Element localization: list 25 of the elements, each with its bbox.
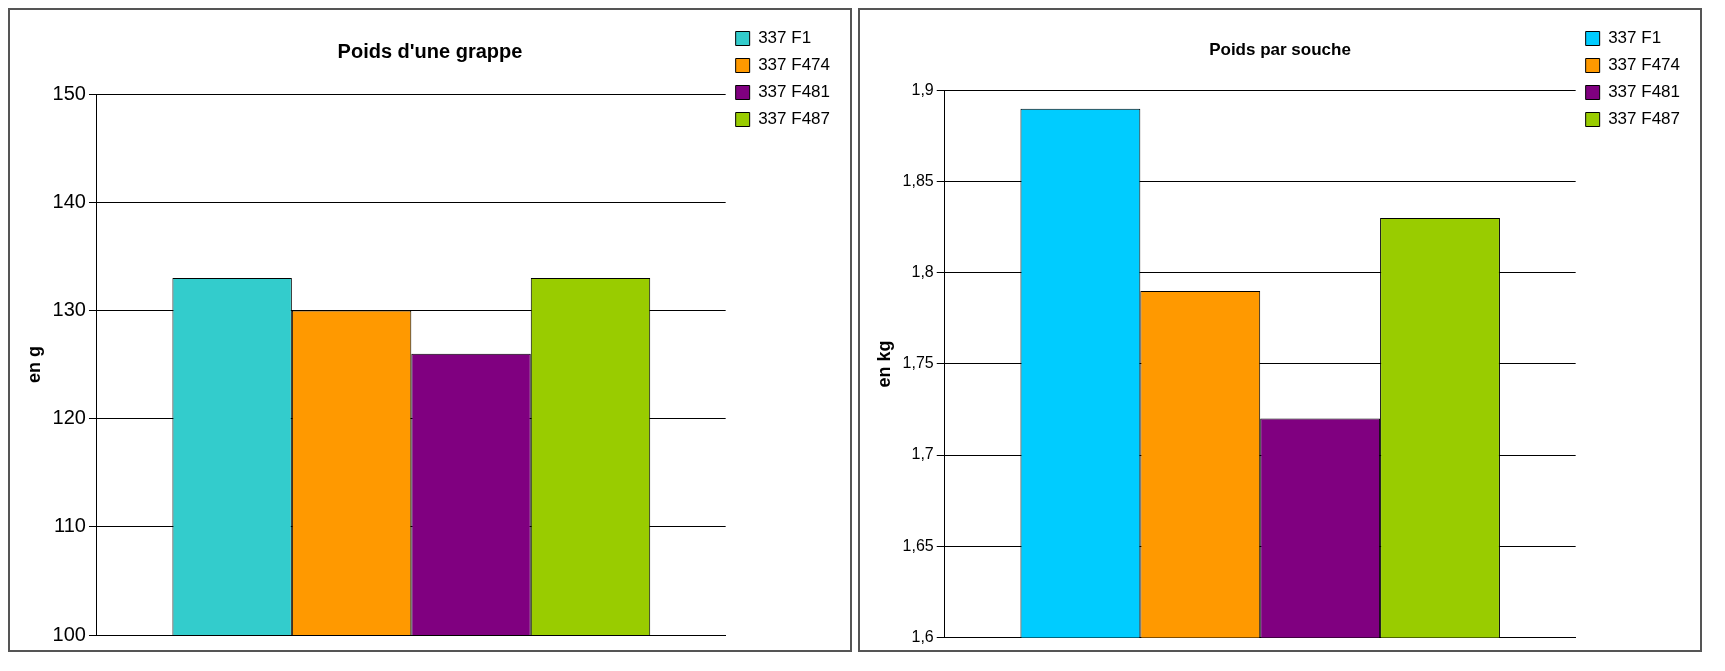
y-tick-label: 1,75 bbox=[902, 354, 934, 372]
y-tick-label: 100 bbox=[52, 622, 86, 645]
y-tick-label: 130 bbox=[52, 297, 86, 320]
legend-label: 337 F481 bbox=[758, 82, 831, 102]
y-tick-label: 150 bbox=[52, 81, 86, 104]
chart-title: Poids par souche bbox=[1209, 39, 1351, 59]
y-axis-title: en g bbox=[23, 345, 44, 384]
y-axis-title: en kg bbox=[873, 340, 894, 388]
legend-label: 337 F481 bbox=[1608, 82, 1681, 102]
y-tick-label: 1,85 bbox=[902, 171, 934, 189]
legend-label: 337 F474 bbox=[758, 55, 831, 75]
legend-label: 337 F1 bbox=[1608, 28, 1662, 48]
y-tick-label: 1,9 bbox=[911, 80, 934, 98]
y-tick-label: 110 bbox=[54, 514, 86, 537]
legend-label: 337 F487 bbox=[1608, 109, 1681, 129]
chart-title: Poids d'une grappe bbox=[337, 39, 523, 62]
y-tick-label: 1,65 bbox=[902, 536, 934, 554]
y-tick-label: 120 bbox=[52, 406, 86, 429]
legend-label: 337 F474 bbox=[1608, 55, 1681, 75]
y-tick-label: 1,8 bbox=[911, 263, 934, 281]
y-tick-label: 140 bbox=[52, 189, 86, 212]
legend-label: 337 F1 bbox=[758, 28, 812, 48]
y-tick-label: 1,7 bbox=[911, 445, 934, 463]
legend-label: 337 F487 bbox=[758, 109, 831, 129]
y-tick-label: 1,6 bbox=[911, 627, 934, 645]
